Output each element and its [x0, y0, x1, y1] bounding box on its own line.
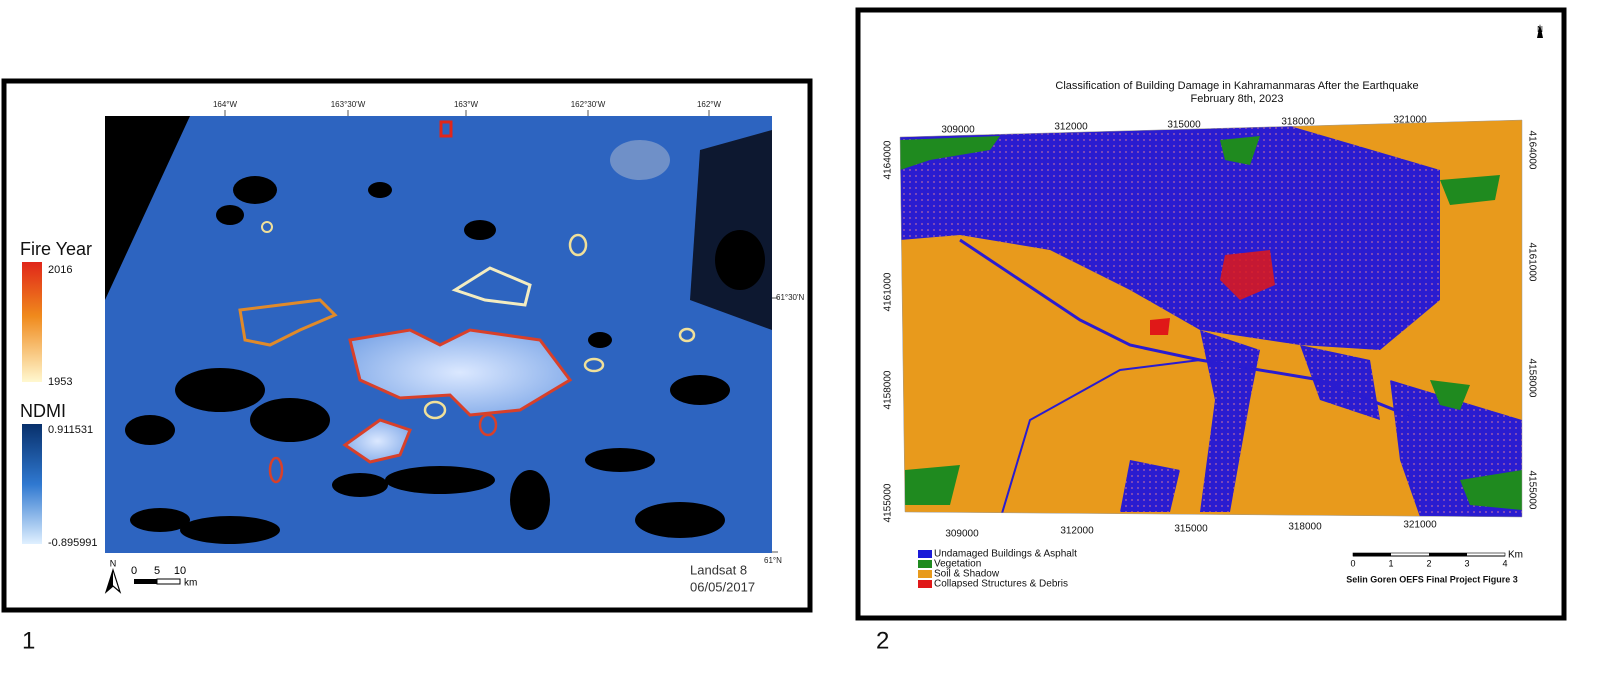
lon-label: 162°W [697, 100, 722, 109]
coord-label: 318000 [1281, 117, 1315, 128]
lon-label: 162°30'W [571, 100, 606, 109]
coord-label: 4155000 [1526, 471, 1537, 510]
y-labels-right: 4164000 4161000 4158000 4155000 [1526, 131, 1537, 510]
legend-title: NDMI [20, 401, 66, 421]
coord-label: 318000 [1288, 522, 1322, 533]
north-arrow: N [104, 558, 122, 594]
legend-title: Fire Year [20, 239, 92, 259]
sensor: Landsat 8 [690, 562, 747, 577]
coord-label: 312000 [1060, 526, 1094, 537]
lon-labels: 164°W 163°30'W 163°W 162°30'W 162°W [213, 100, 722, 109]
legend: Undamaged Buildings & AsphaltVegetationS… [918, 549, 1077, 590]
legend-swatch [918, 580, 932, 588]
panel-number: 2 [876, 627, 889, 654]
ramp-label: 2016 [48, 264, 72, 276]
scale-unit: Km [1508, 550, 1523, 561]
map-title: Classification of Building Damage in Kah… [1055, 80, 1418, 92]
scale-bar: 0 5 10 km [131, 565, 197, 589]
color-ramp [22, 424, 42, 544]
panel-1: 164°W 163°30'W 163°W 162°30'W 162°W 61°3… [1, 78, 813, 613]
coord-label: 4164000 [883, 140, 894, 179]
ramp-label: 0.911531 [48, 424, 93, 436]
panel-number: 1 [22, 627, 35, 654]
coord-label: 4161000 [883, 272, 894, 311]
scale-bar: 0 1 2 3 4 Km [1350, 550, 1523, 569]
legend-swatch [918, 570, 932, 578]
coord-label: 4158000 [883, 370, 894, 409]
coord-label: 4155000 [883, 483, 894, 522]
legend-label: Collapsed Structures & Debris [934, 579, 1068, 590]
scale-label: 3 [1464, 558, 1469, 568]
date: 06/05/2017 [690, 579, 755, 594]
legend-label: Vegetation [934, 559, 981, 570]
legend-label: Soil & Shadow [934, 569, 1000, 580]
lon-label: 164°W [213, 100, 238, 109]
coord-label: 315000 [1174, 524, 1208, 535]
scale-label: 10 [174, 565, 186, 577]
scale-label: 1 [1388, 558, 1393, 568]
legend-swatch [918, 550, 932, 558]
coord-label: 321000 [1403, 520, 1437, 531]
scale-label: 0 [131, 565, 137, 577]
coord-label: 321000 [1393, 115, 1427, 126]
coord-label: 312000 [1054, 122, 1088, 133]
north-arrow [1537, 24, 1543, 38]
legend: Fire Year 2016 1953 NDMI 0.911531 -0.895… [20, 239, 98, 549]
lat-label: 61°30'N [776, 293, 805, 302]
coord-label: 309000 [941, 125, 975, 136]
coord-label: 4158000 [1526, 359, 1537, 398]
scale-label: 0 [1350, 558, 1355, 568]
graticule-ticks [224, 110, 778, 553]
lon-label: 163°30'W [331, 100, 366, 109]
map-classification [900, 120, 1522, 517]
credit: Selin Goren OEFS Final Project Figure 3 [1346, 574, 1518, 584]
north-label: N [110, 558, 117, 568]
map-ndmi [105, 116, 772, 553]
panel-2: Classification of Building Damage in Kah… [855, 7, 1567, 621]
coord-label: 315000 [1167, 120, 1201, 131]
legend-label: Undamaged Buildings & Asphalt [934, 549, 1077, 560]
scale-label: 5 [154, 565, 160, 577]
y-labels-left: 4164000 4161000 4158000 4155000 [883, 140, 894, 522]
scale-label: 4 [1502, 558, 1507, 568]
lat-label: 61°N [764, 556, 782, 565]
x-labels-top: 309000 312000 315000 318000 321000 [941, 115, 1427, 136]
scale-unit: km [184, 578, 197, 589]
map-subtitle: February 8th, 2023 [1191, 93, 1284, 105]
ramp-label: 1953 [48, 376, 72, 388]
color-ramp [22, 262, 42, 382]
coord-label: 309000 [945, 529, 979, 540]
x-labels-bottom: 309000 312000 315000 318000 321000 [945, 520, 1437, 540]
legend-swatch [918, 560, 932, 568]
coord-label: 4161000 [1526, 243, 1537, 282]
lon-label: 163°W [454, 100, 479, 109]
scale-label: 2 [1426, 558, 1431, 568]
ramp-label: -0.895991 [48, 537, 98, 549]
coord-label: 4164000 [1526, 131, 1537, 170]
